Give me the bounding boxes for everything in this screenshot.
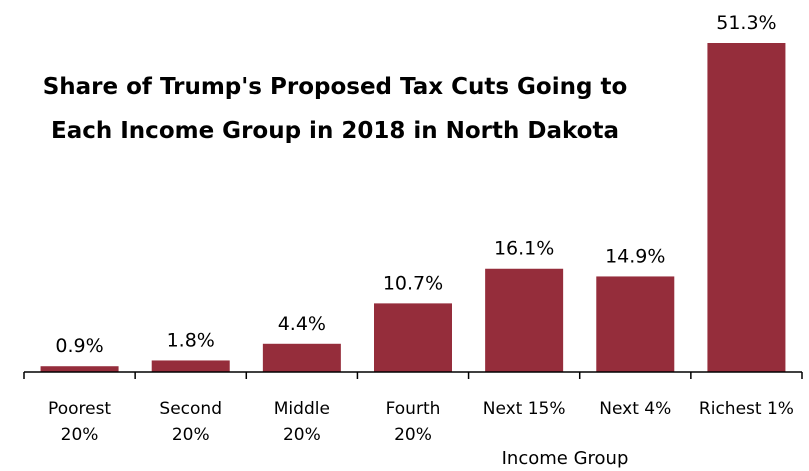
category-label: Middle (274, 399, 330, 419)
x-axis-title: Income Group (502, 448, 629, 469)
bar-value-label: 14.9% (605, 245, 665, 267)
x-axis (23, 371, 803, 379)
chart-title: Share of Trump's Proposed Tax Cuts Going… (43, 74, 628, 144)
bar (485, 268, 564, 372)
category-label: Richest 1% (699, 399, 794, 419)
bar (707, 43, 786, 372)
bar-value-label: 10.7% (383, 272, 443, 294)
category-label: Fourth (386, 399, 441, 419)
value-labels: 0.9% 1.8% 4.4% 10.7% 16.1% 14.9% 51.3% (55, 12, 776, 357)
category-label: 20% (394, 425, 432, 445)
category-label: Poorest (48, 399, 111, 419)
bar-value-label: 16.1% (494, 238, 554, 260)
category-label: 20% (283, 425, 321, 445)
bar (40, 366, 119, 372)
category-label: Next 4% (599, 399, 671, 419)
bar (151, 360, 230, 372)
bars (40, 43, 786, 372)
bar-value-label: 51.3% (716, 12, 776, 34)
bar (596, 276, 675, 372)
bar-value-label: 1.8% (167, 329, 215, 351)
category-labels: Poorest 20% Second 20% Middle 20% Fourth 20% Nex… (48, 399, 794, 445)
category-label: Second (159, 399, 222, 419)
category-label: 20% (61, 425, 99, 445)
category-label: 20% (172, 425, 210, 445)
bar-value-label: 4.4% (278, 313, 326, 335)
bar (374, 303, 452, 372)
bar (262, 343, 341, 372)
bar-value-label: 0.9% (55, 335, 103, 357)
chart-title-line: Share of Trump's Proposed Tax Cuts Going… (43, 74, 628, 100)
chart-title-line: Each Income Group in 2018 in North Dakot… (51, 118, 619, 144)
category-label: Next 15% (483, 399, 566, 419)
